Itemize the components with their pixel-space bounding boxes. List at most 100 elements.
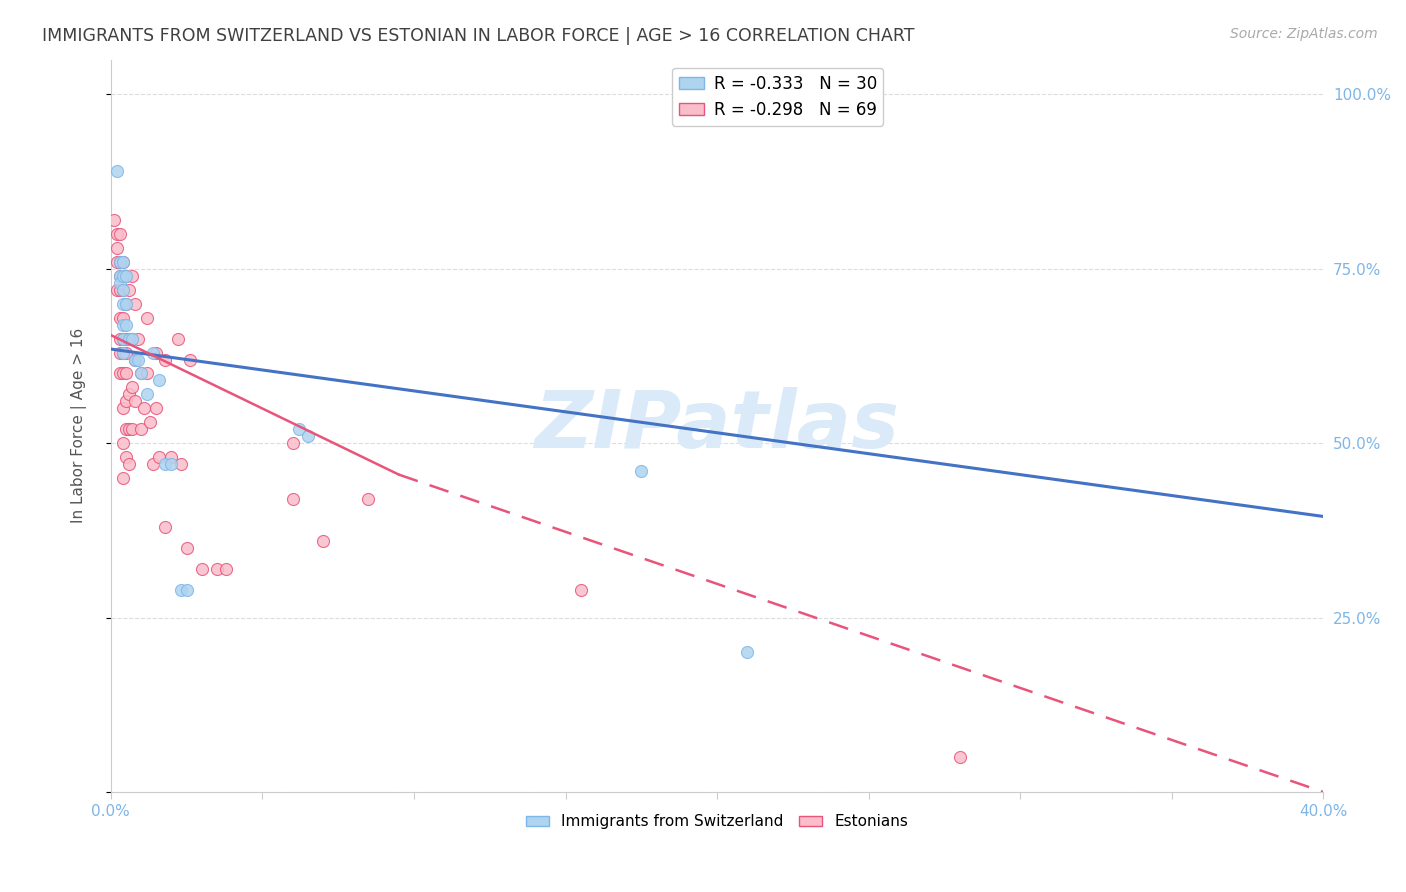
Point xyxy=(155,352,177,367)
Point xyxy=(111,255,134,269)
Point xyxy=(127,352,149,367)
Point xyxy=(179,352,201,367)
Point xyxy=(155,520,177,534)
Point xyxy=(155,457,177,471)
Point xyxy=(569,582,592,597)
Point xyxy=(115,345,138,359)
Text: Source: ZipAtlas.com: Source: ZipAtlas.com xyxy=(1230,27,1378,41)
Point xyxy=(111,436,134,450)
Point xyxy=(108,332,131,346)
Point xyxy=(108,367,131,381)
Point xyxy=(118,457,141,471)
Point xyxy=(215,562,238,576)
Point xyxy=(108,283,131,297)
Point xyxy=(118,332,141,346)
Point xyxy=(281,491,304,506)
Point xyxy=(134,401,156,416)
Point xyxy=(121,380,143,394)
Point xyxy=(111,401,134,416)
Point xyxy=(205,562,228,576)
Point xyxy=(111,332,134,346)
Point xyxy=(124,352,146,367)
Point xyxy=(136,310,159,325)
Point xyxy=(105,255,128,269)
Point xyxy=(111,283,134,297)
Point xyxy=(115,296,138,310)
Point xyxy=(191,562,214,576)
Point xyxy=(108,255,131,269)
Point xyxy=(129,422,152,436)
Text: ZIPatlas: ZIPatlas xyxy=(534,387,900,465)
Point xyxy=(121,268,143,283)
Point xyxy=(148,450,170,465)
Point xyxy=(118,387,141,401)
Point xyxy=(145,401,167,416)
Point xyxy=(115,318,138,332)
Point xyxy=(281,436,304,450)
Point xyxy=(127,332,149,346)
Point xyxy=(111,345,134,359)
Point xyxy=(129,367,152,381)
Point xyxy=(121,422,143,436)
Point xyxy=(105,164,128,178)
Point xyxy=(169,582,191,597)
Point xyxy=(312,533,335,548)
Point xyxy=(111,345,134,359)
Text: IMMIGRANTS FROM SWITZERLAND VS ESTONIAN IN LABOR FORCE | AGE > 16 CORRELATION CH: IMMIGRANTS FROM SWITZERLAND VS ESTONIAN … xyxy=(42,27,915,45)
Point xyxy=(105,227,128,241)
Point xyxy=(129,367,152,381)
Point xyxy=(111,296,134,310)
Point xyxy=(176,541,198,555)
Point xyxy=(160,457,183,471)
Point xyxy=(121,332,143,346)
Point xyxy=(124,394,146,409)
Point xyxy=(111,268,134,283)
Point xyxy=(630,464,652,478)
Point xyxy=(103,213,125,227)
Point xyxy=(139,415,162,429)
Point xyxy=(176,582,198,597)
Point xyxy=(169,457,191,471)
Point xyxy=(108,345,131,359)
Point xyxy=(111,471,134,485)
Point xyxy=(111,332,134,346)
Point xyxy=(737,645,759,659)
Y-axis label: In Labor Force | Age > 16: In Labor Force | Age > 16 xyxy=(72,328,87,524)
Point xyxy=(108,268,131,283)
Point xyxy=(105,241,128,255)
Point xyxy=(357,491,380,506)
Point xyxy=(115,332,138,346)
Point xyxy=(111,255,134,269)
Point xyxy=(136,367,159,381)
Point xyxy=(142,345,165,359)
Point xyxy=(111,318,134,332)
Point xyxy=(115,422,138,436)
Point xyxy=(118,422,141,436)
Point xyxy=(115,450,138,465)
Point xyxy=(118,332,141,346)
Point xyxy=(288,422,311,436)
Point xyxy=(124,296,146,310)
Point xyxy=(145,345,167,359)
Point xyxy=(115,367,138,381)
Point xyxy=(108,227,131,241)
Point xyxy=(121,332,143,346)
Point xyxy=(115,296,138,310)
Point xyxy=(105,283,128,297)
Point xyxy=(108,255,131,269)
Point xyxy=(136,387,159,401)
Point xyxy=(115,268,138,283)
Point xyxy=(111,283,134,297)
Point xyxy=(108,268,131,283)
Point xyxy=(108,310,131,325)
Point xyxy=(142,457,165,471)
Point xyxy=(297,429,319,443)
Point xyxy=(160,450,183,465)
Point xyxy=(115,394,138,409)
Point xyxy=(108,276,131,290)
Point xyxy=(115,268,138,283)
Point xyxy=(111,367,134,381)
Point xyxy=(948,750,970,764)
Legend: Immigrants from Switzerland, Estonians: Immigrants from Switzerland, Estonians xyxy=(520,808,914,836)
Point xyxy=(166,332,188,346)
